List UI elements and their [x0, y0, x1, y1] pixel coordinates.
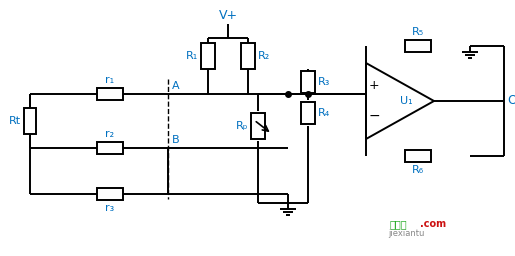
- Text: R₂: R₂: [258, 51, 270, 61]
- Bar: [405, 150, 431, 162]
- Text: jiexiantu: jiexiantu: [388, 229, 424, 238]
- Bar: [405, 40, 431, 52]
- Bar: [97, 188, 123, 200]
- Bar: [97, 88, 123, 100]
- Bar: [97, 142, 123, 154]
- Text: r₁: r₁: [106, 75, 114, 85]
- Text: r₃: r₃: [106, 203, 115, 213]
- Text: V+: V+: [218, 9, 237, 22]
- Bar: [251, 113, 265, 139]
- Text: R₁: R₁: [186, 51, 198, 61]
- Text: A: A: [172, 81, 180, 91]
- Text: OUT: OUT: [507, 94, 515, 108]
- Text: Rₚ: Rₚ: [235, 121, 248, 131]
- Text: R₅: R₅: [412, 27, 424, 37]
- Text: +: +: [369, 79, 380, 92]
- Text: U₁: U₁: [400, 96, 413, 106]
- Text: r₂: r₂: [106, 129, 114, 139]
- Text: B: B: [172, 135, 180, 145]
- Bar: [24, 108, 36, 134]
- Bar: [241, 43, 255, 69]
- Text: R₃: R₃: [318, 77, 331, 87]
- Text: 接线图: 接线图: [390, 219, 408, 229]
- Bar: [301, 71, 315, 93]
- Text: .com: .com: [420, 219, 446, 229]
- Bar: [201, 43, 215, 69]
- Text: R₄: R₄: [318, 108, 330, 118]
- Bar: [301, 102, 315, 124]
- Text: R₆: R₆: [412, 165, 424, 175]
- Text: Rt: Rt: [9, 116, 21, 126]
- Text: −: −: [368, 109, 380, 123]
